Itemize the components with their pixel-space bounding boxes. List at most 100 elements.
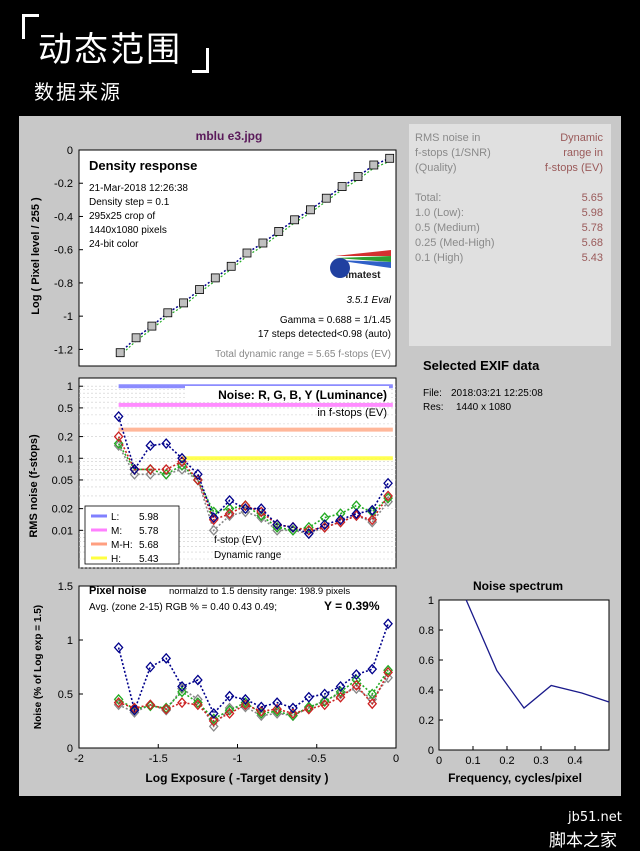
noise-point [256,503,267,515]
noise-point [303,528,314,540]
density-point [226,261,236,271]
rms-row-label: 0.25 (Med-High) [415,237,494,249]
legend-label: M-H: [111,540,133,551]
legend-note-fstop: f-stop (EV) [214,535,262,546]
density-point [321,193,331,203]
density-point [337,182,347,191]
legend-label: H: [111,554,121,565]
pixel-noise-note: normalzd to 1.5 density range: 198.9 pix… [169,586,350,597]
density-ytick-label: -0.6 [54,245,73,257]
noise-point [272,519,282,531]
density-point [147,321,157,331]
density-point [290,215,300,225]
noise-point [351,510,362,522]
noise-title-bg [185,386,389,402]
pixel-point [177,680,187,692]
pixel-point [224,702,235,714]
noise-point [224,494,235,506]
pixel-point [193,674,203,686]
noise-point [303,524,314,536]
density-ytick-label: -0.4 [54,211,73,223]
density-point [163,308,173,318]
density-info-2: 295x25 crop of [89,211,155,222]
pixel-point [145,661,156,673]
rms-head-left-2: (Quality) [415,162,457,174]
pixel-point [193,697,203,709]
noise-point [161,438,172,450]
noise-point [145,468,156,480]
rms-row-label: 0.1 (High) [415,252,463,264]
pixel-point [161,652,172,664]
pixel-point [288,702,298,714]
pixel-xtick-label: -1 [233,753,243,765]
legend-value: 5.68 [139,540,159,551]
density-point [353,172,363,181]
pixel-point [224,690,235,702]
noise-point [161,463,172,475]
noise-point [367,504,378,516]
noise-point [319,519,330,531]
pixel-point [240,693,251,705]
legend-label: L: [111,512,119,523]
pixel-point [256,705,267,717]
spectrum-ytick-label: 0.6 [419,655,434,667]
watermark-name: 脚本之家 [549,831,617,851]
density-title: Density response [89,158,197,173]
pixel-ytick-label: 0.5 [58,689,73,701]
pixel-point [161,703,172,715]
rms-head-right-1: range in [563,147,603,159]
exif-file-value: 2018:03:21 12:25:08 [451,388,543,399]
exif-res-label: Res: [423,402,444,413]
pixel-point [335,680,346,692]
pixel-point [335,691,346,703]
rms-row-label: 1.0 (Low): [415,207,464,219]
density-point [369,160,379,170]
noise-point [208,524,219,536]
spectrum-ytick-label: 0.8 [419,625,434,637]
pixel-point [208,715,219,727]
pixel-point [319,696,330,708]
rms-row-value: 5.68 [582,237,603,249]
legend-note-dr: Dynamic range [214,550,282,561]
pixel-point [224,704,235,716]
pixel-point [113,642,124,654]
density-point [274,227,284,236]
density-panel: 0 -0.2 -0.4 -0.6 -0.8 -1 -1.2 Log ( Pixel leve… [30,145,397,367]
pixel-point [272,697,282,709]
density-point [131,333,141,343]
density-ylabel: Log ( Pixel level / 255 ) [30,197,42,315]
pixel-point [272,703,282,715]
exif-res-value: 1440 x 1080 [456,402,511,413]
pixel-point [383,618,393,630]
exif-title: Selected EXIF data [423,358,540,373]
pixel-noise-ylabel: Noise (% of Log exp = 1.5) [33,605,44,729]
legend-value: 5.98 [139,512,159,523]
spectrum-xtick-label: 0.4 [567,755,582,767]
noise-point [383,477,393,489]
pixel-point [303,701,314,713]
pixel-noise-avg: Avg. (zone 2-15) RGB % = 0.40 0.43 0.49; [89,602,277,613]
rms-head-left-1: f-stops (1/SNR) [415,147,491,159]
noise-ytick-label: 0.1 [58,453,73,465]
pixel-point [113,693,124,705]
noise-spectrum-xlabel: Frequency, cycles/pixel [448,771,582,785]
pixel-point [256,701,267,713]
legend-value: 5.78 [139,526,159,537]
pixel-ytick-label: 1 [67,635,73,647]
pixel-point [145,699,156,711]
noise-point [351,508,362,520]
noise-ytick-label: 0.02 [52,504,73,516]
pixel-point [303,691,314,703]
noise-point [129,468,140,480]
pixel-point [303,703,314,715]
noise-fstops-panel: 1 0.5 0.2 0.1 0.05 0.02 0.01 RMS noise (f-stop… [28,377,397,569]
rms-row-label: 0.5 (Medium) [415,222,480,234]
title-bracket-left [22,14,39,39]
pixel-point [177,686,187,698]
noise-point [367,514,378,526]
density-ytick-label: 0 [67,145,73,157]
rms-table: RMS noise in f-stops (1/SNR) (Quality) D… [409,124,611,346]
density-point [179,298,189,308]
rms-head-right-0: Dynamic [560,132,603,144]
rms-head-left-0: RMS noise in [415,132,480,144]
